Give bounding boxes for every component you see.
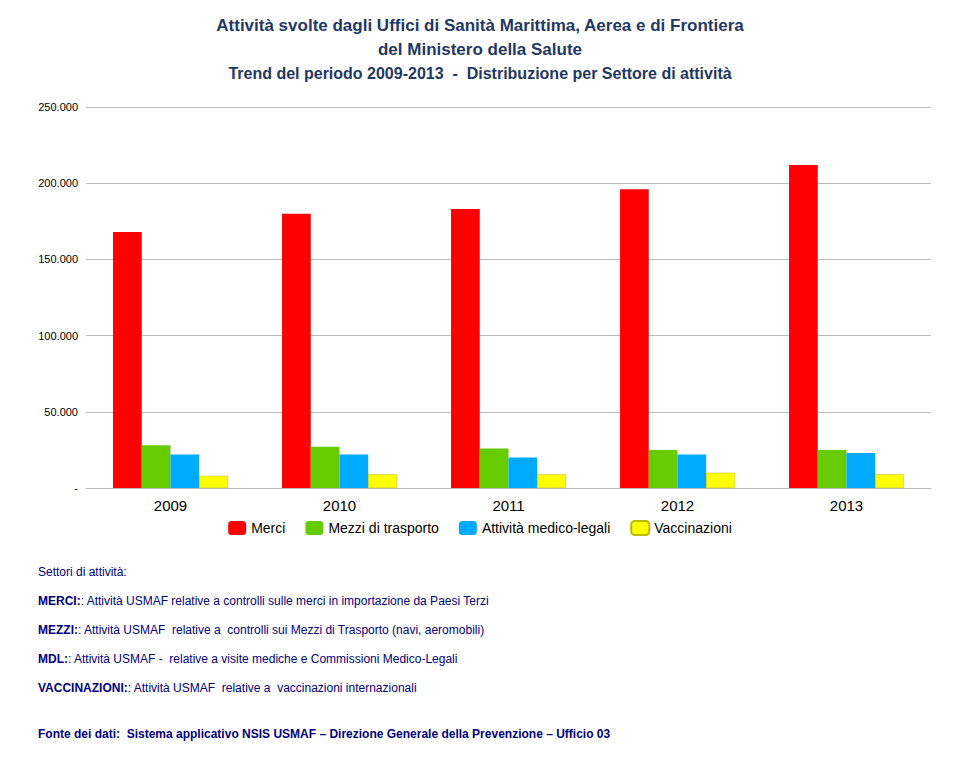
svg-text:: Attività USMAF relative a co: : Attività USMAF relative a controlli su… xyxy=(81,594,489,608)
svg-text:2010: 2010 xyxy=(323,497,356,514)
svg-text:: Attività USMAF relative a: : Attività USMAF relative a vaccinazioni… xyxy=(128,681,417,695)
svg-text:2009: 2009 xyxy=(154,497,187,514)
svg-text:-: - xyxy=(74,482,78,494)
svg-text:MERCI:: MERCI: xyxy=(38,594,81,608)
svg-text:del Ministero della Salute: del Ministero della Salute xyxy=(378,40,582,59)
svg-text:Settori di attività:: Settori di attività: xyxy=(38,565,127,579)
svg-text:200.000: 200.000 xyxy=(38,177,78,189)
svg-text:Trend del periodo 2009-2013 -: Trend del periodo 2009-2013 - Distribuzi… xyxy=(228,65,731,82)
svg-text:2013: 2013 xyxy=(830,497,863,514)
svg-text:150.000: 150.000 xyxy=(38,253,78,265)
svg-text:Mezzi di trasporto: Mezzi di trasporto xyxy=(328,520,439,536)
svg-text:Attività medico-legali: Attività medico-legali xyxy=(482,520,610,536)
svg-text:Fonte dei dati: Sistema appli: Fonte dei dati: Sistema applicativo NSIS… xyxy=(38,727,610,741)
svg-text:MDL:: MDL: xyxy=(38,652,68,666)
svg-text:250.000: 250.000 xyxy=(38,101,78,113)
svg-text:100.000: 100.000 xyxy=(38,330,78,342)
svg-text:2012: 2012 xyxy=(661,497,694,514)
svg-text:MEZZI:: MEZZI: xyxy=(38,623,78,637)
svg-text:Vaccinazioni: Vaccinazioni xyxy=(654,520,732,536)
svg-text:: Attività USMAF relative a: : Attività USMAF relative a controlli su… xyxy=(78,623,484,637)
svg-text:VACCINAZIONI:: VACCINAZIONI: xyxy=(38,681,128,695)
svg-text:50.000: 50.000 xyxy=(44,406,78,418)
svg-text:Attività svolte dagli Uffici d: Attività svolte dagli Uffici di Sanità M… xyxy=(216,16,744,35)
svg-text:Merci: Merci xyxy=(251,520,285,536)
svg-text:2011: 2011 xyxy=(492,497,524,514)
svg-text:: Attività USMAF - relative a: : Attività USMAF - relative a visite med… xyxy=(68,652,457,666)
